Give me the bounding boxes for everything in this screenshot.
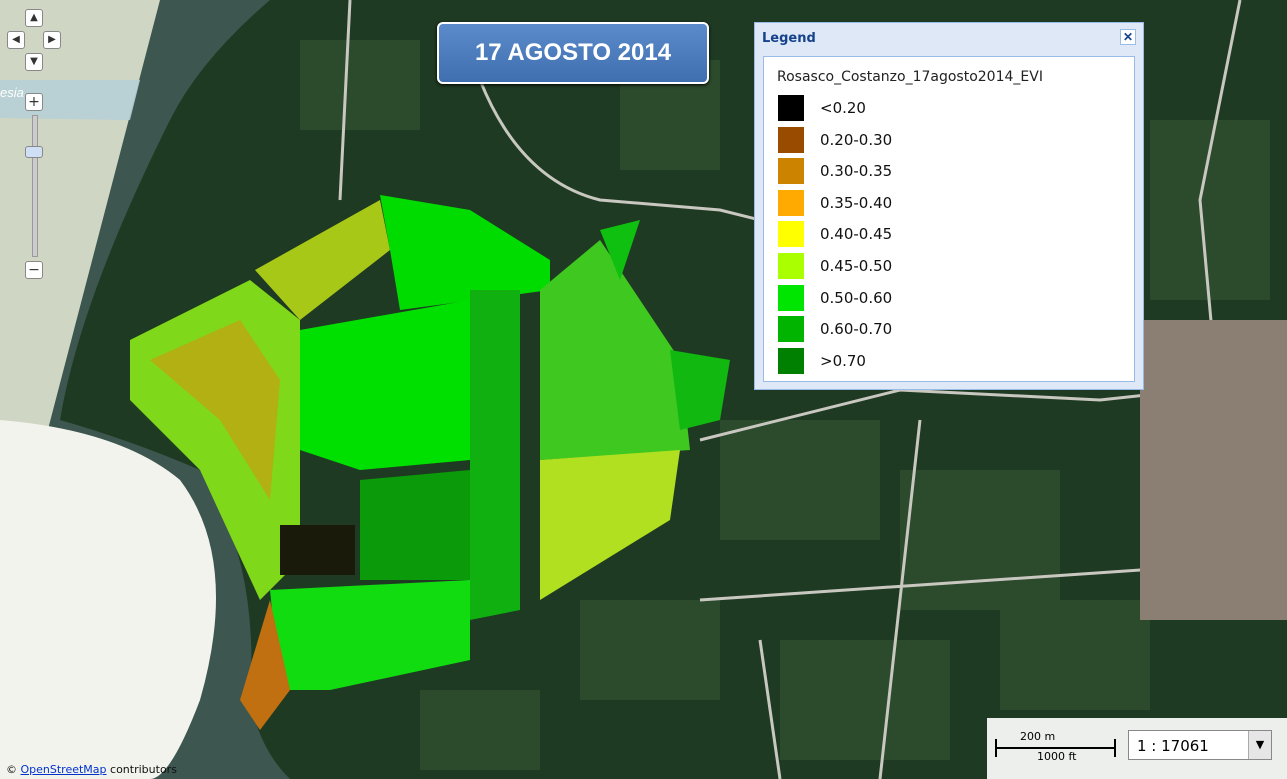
legend-swatch: [778, 253, 804, 279]
scale-metric: 200 m: [1020, 730, 1056, 743]
attribution-symbol: ©: [6, 763, 17, 776]
town: [1140, 320, 1287, 620]
attribution-text: contributors: [110, 763, 177, 776]
legend-label: 0.35-0.40: [820, 193, 893, 212]
evi-fields: [130, 195, 730, 730]
legend-item: >0.70: [778, 347, 866, 374]
select-arrow[interactable]: ▼: [1248, 731, 1271, 759]
scale-imperial: 1000 ft: [1037, 750, 1077, 763]
legend-item: 0.45-0.50: [778, 253, 892, 279]
legend-swatch: [778, 189, 804, 216]
legend-item: 0.20-0.30: [778, 126, 893, 153]
legend-swatch: [778, 347, 804, 374]
legend-label: 0.20-0.30: [820, 130, 893, 149]
legend-item: 0.60-0.70: [778, 316, 893, 343]
roads: [338, 0, 1287, 779]
scale-bar: [995, 739, 1116, 757]
legend-item: <0.20: [778, 95, 866, 121]
legend-label: 0.50-0.60: [820, 288, 893, 307]
legend-swatch: [778, 316, 804, 343]
pan-up[interactable]: ▲: [25, 9, 43, 27]
legend-label: 0.30-0.35: [820, 162, 893, 181]
zoom-slider-handle[interactable]: [25, 146, 43, 158]
pan-right[interactable]: ▶: [43, 31, 61, 49]
legend-swatch: [778, 284, 804, 311]
pan-left[interactable]: ◀: [7, 31, 25, 49]
pan-down[interactable]: ▼: [25, 53, 43, 71]
legend-body: Rosasco_Costanzo_17agosto2014_EVI <0.20 0…: [763, 56, 1135, 382]
legend-label: 0.60-0.70: [820, 320, 893, 339]
zoom-slider-track[interactable]: [32, 115, 38, 257]
legend-item: 0.30-0.35: [778, 158, 893, 185]
date-title: 17 AGOSTO 2014: [437, 22, 709, 84]
legend-label: 0.40-0.45: [820, 225, 893, 244]
attribution-link[interactable]: OpenStreetMap: [20, 763, 107, 776]
scale-ratio: 1 : 17061: [1137, 737, 1209, 755]
close-button[interactable]: ✕: [1120, 29, 1136, 45]
legend-item: 0.50-0.60: [778, 284, 893, 311]
zoom-out[interactable]: −: [25, 261, 43, 279]
legend-swatch: [778, 126, 804, 153]
legend-swatch: [778, 221, 804, 248]
zoom-in[interactable]: +: [25, 93, 43, 111]
layer-name: Rosasco_Costanzo_17agosto2014_EVI: [777, 69, 1043, 85]
legend-swatch: [778, 95, 804, 121]
legend-label: <0.20: [820, 99, 866, 117]
sandbar: [0, 420, 216, 779]
scale-select[interactable]: 1 : 17061 ▼: [1128, 730, 1272, 760]
legend-panel: Legend ✕ Rosasco_Costanzo_17agosto2014_E…: [754, 22, 1144, 390]
legend-label: >0.70: [820, 351, 866, 370]
legend-item: 0.40-0.45: [778, 221, 893, 248]
legend-swatch: [778, 158, 804, 185]
legend-item: 0.35-0.40: [778, 189, 893, 216]
legend-title: Legend: [762, 31, 816, 46]
legend-label: 0.45-0.50: [820, 257, 893, 275]
map-label: esia: [0, 85, 24, 100]
attribution: © OpenStreetMap contributors: [6, 763, 177, 776]
